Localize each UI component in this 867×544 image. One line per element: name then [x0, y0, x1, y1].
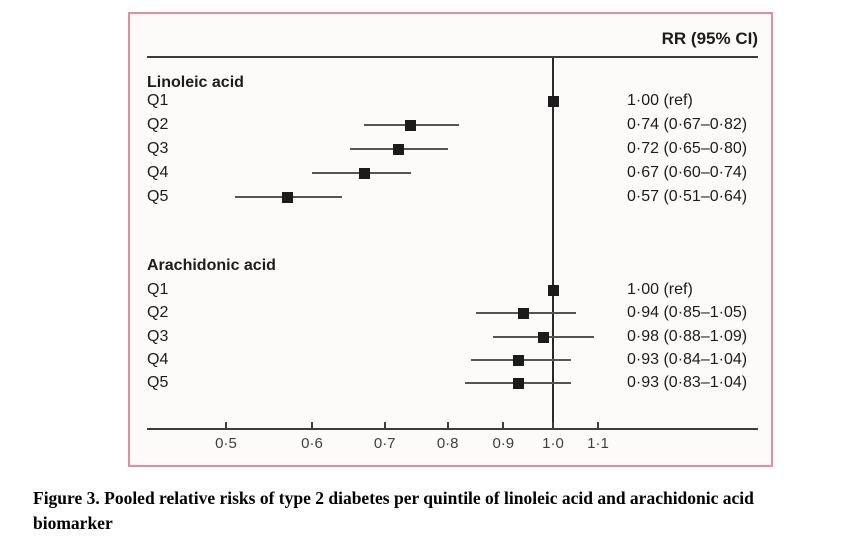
quintile-label: Q4	[147, 164, 169, 181]
axis-tick	[552, 422, 554, 429]
quintile-label: Q5	[147, 374, 169, 391]
axis-tick	[383, 422, 386, 429]
point-estimate-square	[538, 331, 549, 343]
rr-ci-value: 1·00 (ref)	[627, 281, 693, 298]
axis-tick-label: 1·0	[542, 435, 564, 452]
axis-tick	[311, 422, 313, 429]
axis-tick	[502, 422, 505, 429]
rr-column-header: RR (95% CI)	[661, 29, 758, 48]
rr-ci-value: 0·93 (0·83–1·04)	[627, 374, 748, 391]
figure-caption-line1: Figure 3. Pooled relative risks of type …	[33, 488, 754, 508]
point-estimate-square	[547, 284, 559, 296]
rr-ci-value: 0·74 (0·67–0·82)	[627, 116, 748, 133]
point-estimate-square	[282, 191, 294, 203]
plot-area: Linoleic acid Q1 1·00 (ref) Q2 0·74 (0·67–0·…	[130, 14, 771, 465]
axis-tick	[597, 422, 599, 429]
reference-line	[552, 58, 554, 428]
rr-ci-value: 0·93 (0·84–1·04)	[627, 351, 748, 368]
forest-plot-figure: RR (95% CI) Linoleic acid Q1 1·00 (ref) Q2 0…	[128, 12, 773, 467]
rr-ci-value: 0·67 (0·60–0·74)	[627, 164, 748, 181]
quintile-label: Q3	[147, 140, 169, 157]
axis-tick-label: 0·6	[301, 435, 323, 452]
quintile-label: Q2	[147, 116, 169, 133]
axis-tick-label: 0·5	[215, 435, 237, 452]
quintile-label: Q3	[147, 328, 169, 345]
quintile-label: Q1	[147, 92, 169, 109]
x-axis-line	[147, 428, 758, 430]
rr-ci-value: 0·94 (0·85–1·05)	[627, 304, 748, 321]
figure-caption: Figure 3. Pooled relative risks of type …	[33, 486, 848, 536]
point-estimate-square	[513, 377, 525, 389]
section-label: Linoleic acid	[147, 74, 244, 91]
axis-tick-label: 1·1	[587, 435, 609, 452]
rr-ci-value: 0·72 (0·65–0·80)	[627, 140, 748, 157]
point-estimate-square	[392, 143, 404, 155]
point-estimate-square	[547, 95, 559, 107]
axis-tick-label: 0·8	[436, 435, 459, 452]
quintile-label: Q1	[147, 281, 169, 298]
rr-ci-value: 0·57 (0·51–0·64)	[627, 188, 748, 205]
rr-ci-value: 0·98 (0·88–1·09)	[627, 328, 748, 345]
point-estimate-square	[513, 354, 525, 366]
quintile-label: Q4	[147, 351, 169, 368]
figure-caption-line2: biomarker	[33, 513, 113, 533]
quintile-label: Q5	[147, 188, 169, 205]
point-estimate-square	[518, 307, 530, 319]
header-rule	[147, 56, 758, 58]
rr-ci-value: 1·00 (ref)	[627, 92, 693, 109]
axis-tick-label: 0·7	[373, 435, 396, 452]
point-estimate-square	[405, 119, 417, 131]
axis-tick-label: 0·9	[492, 435, 515, 452]
axis-tick	[225, 422, 227, 429]
section-label: Arachidonic acid	[147, 257, 276, 274]
point-estimate-square	[358, 167, 370, 179]
quintile-label: Q2	[147, 304, 169, 321]
axis-tick	[446, 422, 449, 429]
